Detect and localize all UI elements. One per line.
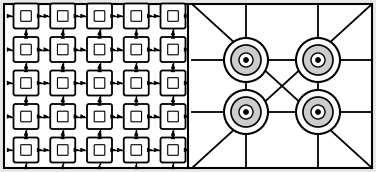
FancyBboxPatch shape bbox=[87, 3, 112, 29]
FancyBboxPatch shape bbox=[168, 111, 178, 122]
FancyBboxPatch shape bbox=[50, 71, 75, 95]
FancyBboxPatch shape bbox=[21, 111, 31, 122]
FancyBboxPatch shape bbox=[50, 3, 75, 29]
FancyBboxPatch shape bbox=[58, 78, 68, 88]
Circle shape bbox=[231, 97, 261, 127]
Circle shape bbox=[224, 38, 268, 82]
FancyBboxPatch shape bbox=[131, 145, 141, 155]
FancyBboxPatch shape bbox=[50, 137, 75, 163]
Circle shape bbox=[296, 38, 340, 82]
FancyBboxPatch shape bbox=[124, 37, 149, 62]
FancyBboxPatch shape bbox=[14, 71, 38, 95]
FancyBboxPatch shape bbox=[124, 71, 149, 95]
FancyBboxPatch shape bbox=[94, 145, 105, 155]
Circle shape bbox=[315, 57, 320, 62]
FancyBboxPatch shape bbox=[131, 11, 141, 21]
FancyBboxPatch shape bbox=[161, 137, 185, 163]
FancyBboxPatch shape bbox=[87, 71, 112, 95]
FancyBboxPatch shape bbox=[21, 145, 31, 155]
FancyBboxPatch shape bbox=[87, 37, 112, 62]
FancyBboxPatch shape bbox=[14, 137, 38, 163]
FancyBboxPatch shape bbox=[124, 3, 149, 29]
FancyBboxPatch shape bbox=[21, 78, 31, 88]
Circle shape bbox=[224, 90, 268, 134]
FancyBboxPatch shape bbox=[168, 44, 178, 55]
Circle shape bbox=[303, 45, 333, 75]
FancyBboxPatch shape bbox=[14, 3, 38, 29]
FancyBboxPatch shape bbox=[124, 137, 149, 163]
Circle shape bbox=[231, 45, 261, 75]
FancyBboxPatch shape bbox=[94, 78, 105, 88]
FancyBboxPatch shape bbox=[161, 37, 185, 62]
FancyBboxPatch shape bbox=[50, 104, 75, 129]
Circle shape bbox=[311, 105, 325, 119]
FancyBboxPatch shape bbox=[168, 78, 178, 88]
Circle shape bbox=[311, 53, 325, 67]
FancyBboxPatch shape bbox=[21, 11, 31, 21]
FancyBboxPatch shape bbox=[58, 111, 68, 122]
Circle shape bbox=[315, 110, 320, 115]
Circle shape bbox=[244, 110, 249, 115]
FancyBboxPatch shape bbox=[94, 44, 105, 55]
FancyBboxPatch shape bbox=[58, 44, 68, 55]
Circle shape bbox=[239, 105, 253, 119]
FancyBboxPatch shape bbox=[168, 11, 178, 21]
FancyBboxPatch shape bbox=[168, 145, 178, 155]
FancyBboxPatch shape bbox=[58, 145, 68, 155]
FancyBboxPatch shape bbox=[94, 11, 105, 21]
FancyBboxPatch shape bbox=[14, 37, 38, 62]
FancyBboxPatch shape bbox=[87, 104, 112, 129]
FancyBboxPatch shape bbox=[161, 3, 185, 29]
FancyBboxPatch shape bbox=[14, 104, 38, 129]
FancyBboxPatch shape bbox=[131, 111, 141, 122]
FancyBboxPatch shape bbox=[21, 44, 31, 55]
FancyBboxPatch shape bbox=[131, 78, 141, 88]
FancyBboxPatch shape bbox=[87, 137, 112, 163]
Circle shape bbox=[296, 90, 340, 134]
Circle shape bbox=[239, 53, 253, 67]
FancyBboxPatch shape bbox=[124, 104, 149, 129]
FancyBboxPatch shape bbox=[161, 104, 185, 129]
FancyBboxPatch shape bbox=[131, 44, 141, 55]
FancyBboxPatch shape bbox=[50, 37, 75, 62]
Circle shape bbox=[303, 97, 333, 127]
FancyBboxPatch shape bbox=[161, 71, 185, 95]
FancyBboxPatch shape bbox=[58, 11, 68, 21]
FancyBboxPatch shape bbox=[94, 111, 105, 122]
Circle shape bbox=[244, 57, 249, 62]
